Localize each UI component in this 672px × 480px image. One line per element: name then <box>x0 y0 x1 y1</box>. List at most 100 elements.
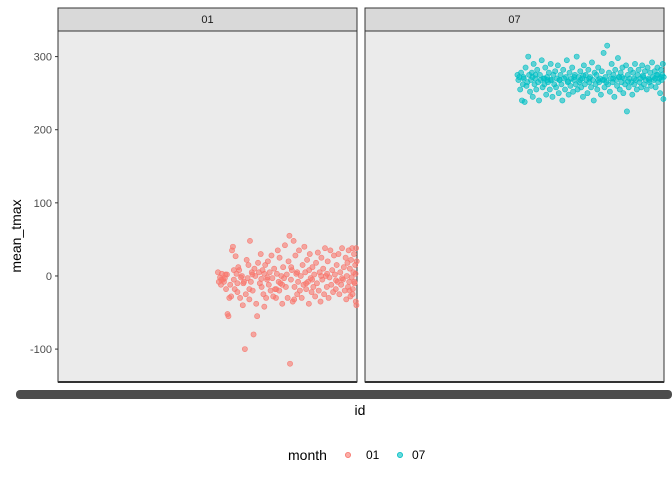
data-point <box>320 265 327 272</box>
x-axis-title: id <box>355 402 366 418</box>
data-point <box>598 68 605 75</box>
y-axis-title-group: mean_tmax <box>8 199 24 272</box>
data-point <box>239 302 246 309</box>
data-point <box>559 97 566 104</box>
data-point <box>343 296 350 303</box>
data-point <box>313 259 319 266</box>
data-point <box>543 91 550 98</box>
data-point <box>612 66 619 73</box>
data-point <box>640 72 646 79</box>
data-point <box>657 90 664 97</box>
data-point <box>247 237 253 244</box>
data-point <box>234 280 241 287</box>
data-point <box>321 291 328 298</box>
data-point <box>615 55 621 61</box>
data-point <box>288 276 294 283</box>
data-point <box>222 271 229 278</box>
y-tick-label: 100 <box>34 198 52 210</box>
data-point <box>294 269 301 276</box>
data-point <box>318 254 325 261</box>
data-point <box>353 245 360 252</box>
data-point <box>563 74 569 80</box>
data-point <box>255 259 261 266</box>
data-point <box>625 84 632 91</box>
data-point <box>253 300 260 307</box>
data-point <box>291 296 298 303</box>
data-point <box>246 296 253 303</box>
data-point <box>588 84 594 91</box>
data-point <box>225 313 232 320</box>
data-point <box>332 286 339 293</box>
facet-panel-01: 01 <box>57 7 360 383</box>
data-point <box>218 276 225 283</box>
data-point <box>230 267 237 274</box>
data-point <box>292 252 299 259</box>
data-point <box>273 295 279 301</box>
data-point <box>227 281 234 288</box>
data-point <box>349 291 356 298</box>
data-point <box>333 277 339 284</box>
data-point <box>269 275 276 282</box>
data-point <box>264 274 271 281</box>
data-point <box>346 265 353 272</box>
legend-title: month <box>288 447 327 463</box>
data-point <box>530 61 537 67</box>
data-point <box>536 97 542 104</box>
data-point <box>610 75 617 82</box>
data-point <box>606 88 613 95</box>
data-point <box>264 258 271 265</box>
data-point <box>304 256 310 263</box>
data-point <box>565 91 572 98</box>
data-point <box>608 61 615 67</box>
data-point <box>324 258 331 265</box>
data-point <box>549 93 556 100</box>
data-point <box>305 300 312 307</box>
data-point <box>343 273 350 279</box>
data-point <box>336 291 343 298</box>
data-point <box>250 331 257 338</box>
data-point <box>520 74 527 80</box>
data-point <box>632 61 638 67</box>
data-point <box>288 264 295 271</box>
data-point <box>348 256 354 263</box>
data-point <box>532 71 539 78</box>
data-point <box>573 53 580 60</box>
facet-panels: 01 07 <box>57 7 667 383</box>
data-point <box>297 273 304 279</box>
data-point <box>620 90 627 97</box>
data-point <box>580 72 587 79</box>
data-point <box>279 300 286 307</box>
data-point <box>303 286 310 293</box>
data-point <box>280 264 287 271</box>
data-point <box>284 295 291 301</box>
data-point <box>234 289 241 295</box>
data-point <box>287 360 293 367</box>
data-point <box>595 77 602 83</box>
data-point <box>353 258 360 265</box>
data-point <box>569 64 576 71</box>
data-point <box>600 50 607 56</box>
data-point <box>308 289 315 295</box>
data-point <box>517 86 524 93</box>
data-point <box>285 258 292 265</box>
data-point <box>534 66 541 73</box>
data-point <box>560 66 567 73</box>
panel-background <box>57 30 358 383</box>
data-point <box>598 91 604 98</box>
data-point <box>340 264 347 271</box>
data-point <box>230 276 237 283</box>
data-point <box>339 275 345 282</box>
data-point <box>616 86 623 93</box>
data-point <box>279 281 286 288</box>
data-point <box>527 88 533 95</box>
data-point <box>586 75 593 82</box>
data-point <box>240 280 247 287</box>
data-point <box>232 253 239 260</box>
data-point <box>251 265 258 272</box>
data-point <box>547 61 554 67</box>
data-point <box>274 247 281 254</box>
data-point <box>546 86 553 93</box>
data-point <box>593 71 600 78</box>
data-point <box>296 287 303 294</box>
